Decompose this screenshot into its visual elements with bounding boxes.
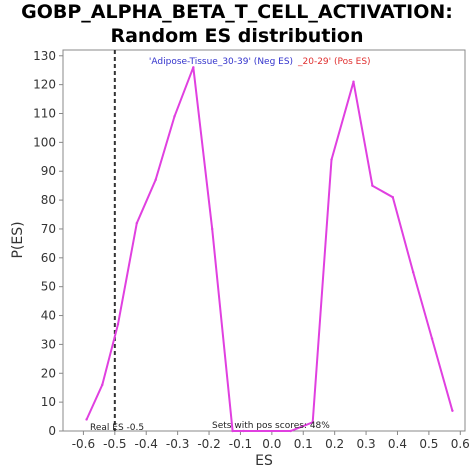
data-point: [154, 178, 157, 182]
y-tick-label: 130: [33, 49, 56, 63]
data-point: [371, 184, 374, 187]
data-point: [85, 418, 88, 421]
data-point: [330, 158, 333, 161]
x-tick-label: -0.1: [229, 437, 252, 451]
y-axis: 0 10 20 30 40 50 60 70 80 90 100 110 120 130: [33, 49, 63, 438]
y-tick-label: 70: [41, 222, 56, 236]
chart-title-line2: Random ES distribution: [110, 25, 363, 47]
data-point: [242, 429, 245, 433]
x-tick-label: 0.0: [262, 437, 281, 451]
data-point: [451, 409, 454, 412]
series-points: [85, 66, 454, 433]
real-es-label: Real ES -0.5: [90, 423, 144, 433]
x-tick-label: 0.3: [357, 437, 376, 451]
plot-area: [62, 49, 466, 432]
y-tick-label: 100: [33, 135, 56, 149]
x-tick-label: 0.4: [388, 437, 407, 451]
data-point: [411, 271, 415, 274]
data-point: [192, 66, 195, 69]
x-tick-label: 0.1: [294, 437, 313, 451]
y-tick-label: 0: [48, 424, 56, 438]
x-tick-label: -0.5: [103, 437, 126, 451]
y-tick-label: 40: [41, 309, 56, 323]
data-point: [173, 115, 176, 118]
x-tick-label: -0.4: [135, 437, 158, 451]
y-tick-label: 120: [33, 78, 56, 92]
x-axis: -0.6 -0.5 -0.4 -0.3 -0.2 -0.1 0.0 0.1 0.2 0.3 0.4 0…: [72, 431, 470, 451]
y-tick-label: 50: [41, 280, 56, 294]
data-point: [231, 429, 234, 433]
data-point: [210, 227, 214, 231]
data-point: [289, 429, 292, 433]
data-point: [116, 323, 120, 326]
legend-pos-es: _20-29' (Pos ES): [297, 57, 371, 67]
data-point: [135, 221, 139, 225]
legend-neg-es: 'Adipose-Tissue_30-39' (Neg ES): [149, 57, 293, 67]
data-point: [101, 383, 104, 387]
y-tick-label: 30: [41, 337, 56, 351]
x-tick-label: -0.2: [197, 437, 220, 451]
x-tick-label: 0.2: [325, 437, 344, 451]
x-tick-label: 0.6: [451, 437, 470, 451]
x-tick-label: -0.6: [72, 437, 95, 451]
y-axis-label: P(ES): [10, 221, 26, 258]
data-point: [311, 421, 314, 424]
x-tick-label: -0.3: [166, 437, 189, 451]
chart-title-line1: GOBP_ALPHA_BETA_T_CELL_ACTIVATION:: [21, 1, 453, 23]
data-point: [430, 337, 434, 340]
y-tick-label: 10: [41, 395, 56, 409]
y-tick-label: 110: [33, 107, 56, 121]
x-tick-label: 0.5: [419, 437, 438, 451]
data-point: [391, 196, 394, 199]
y-tick-label: 90: [41, 164, 56, 178]
y-tick-label: 80: [41, 193, 56, 207]
data-point: [352, 80, 355, 83]
x-axis-label: ES: [255, 453, 273, 469]
y-tick-label: 60: [41, 251, 56, 265]
y-tick-label: 20: [41, 366, 56, 380]
pos-scores-label: Sets with pos scores: 48%: [212, 421, 330, 431]
